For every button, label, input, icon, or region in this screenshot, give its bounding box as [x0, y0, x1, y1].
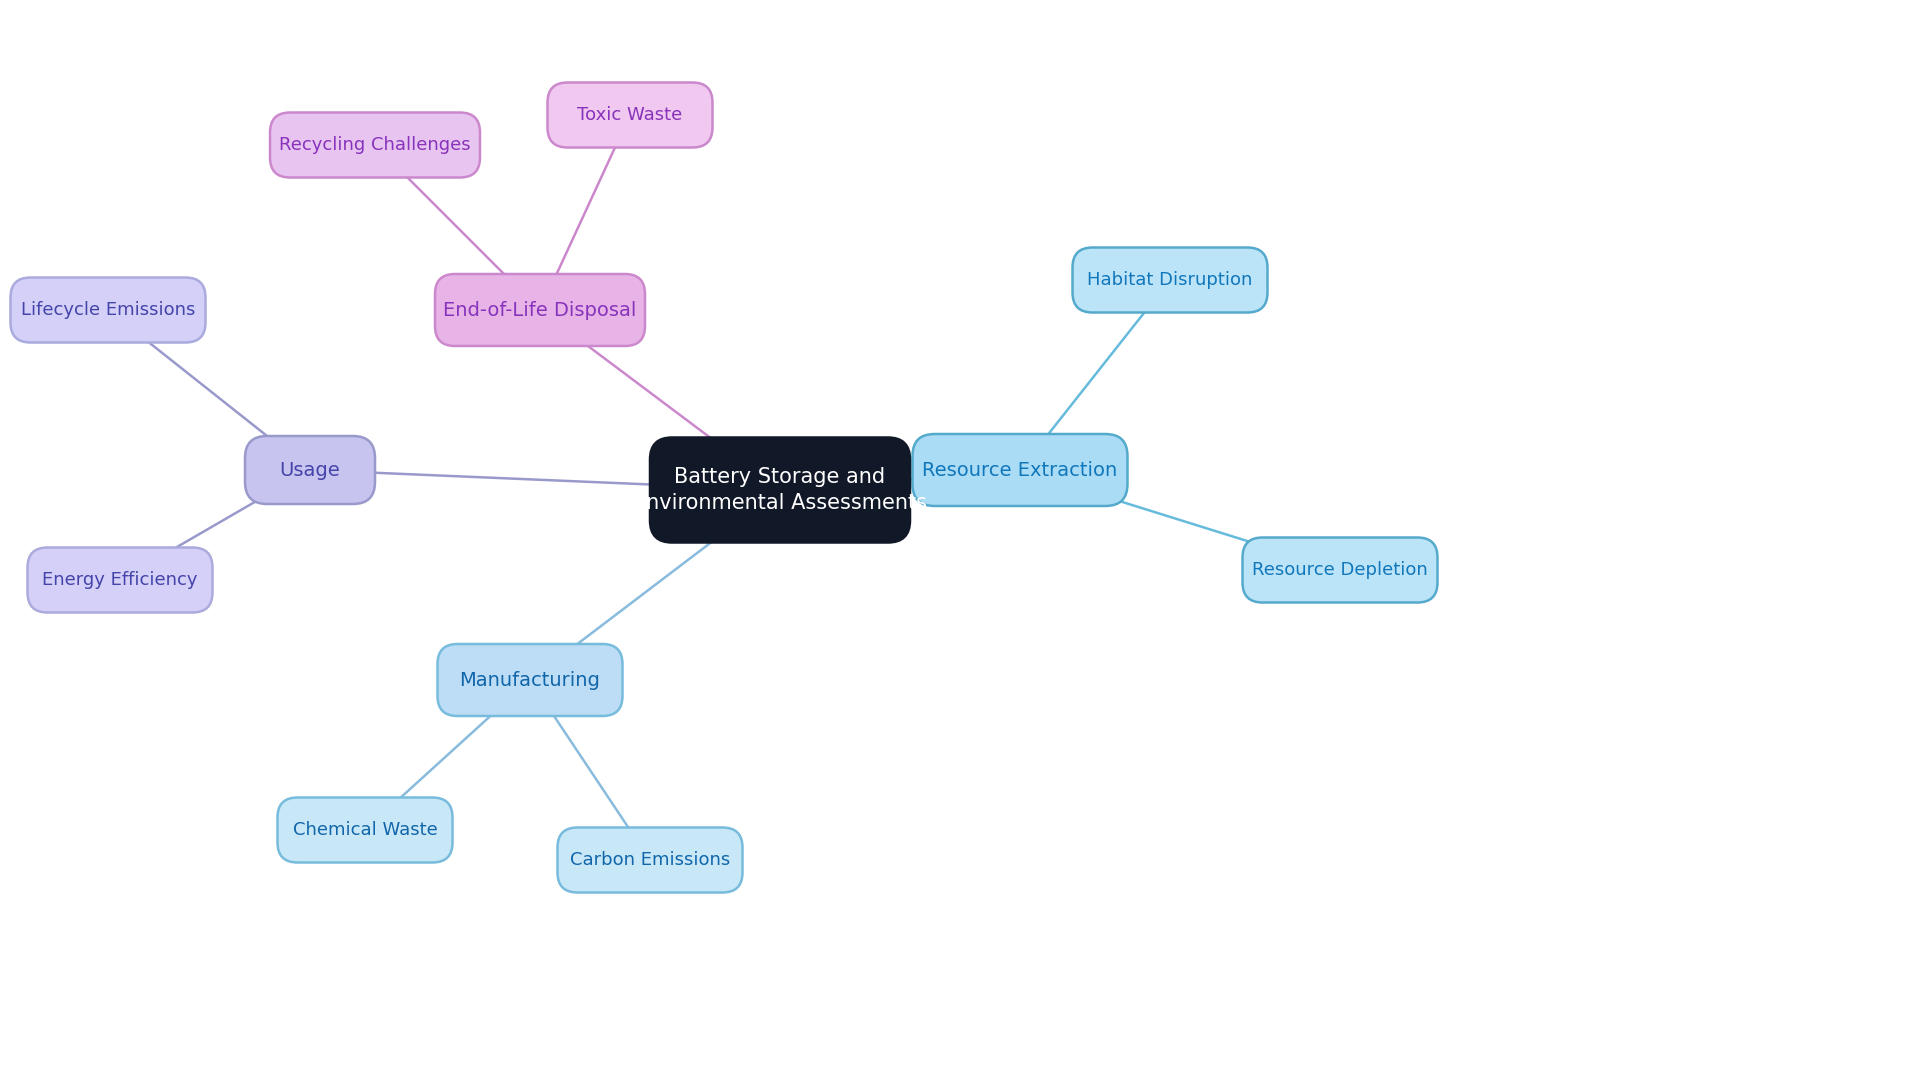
FancyBboxPatch shape [10, 277, 205, 342]
FancyBboxPatch shape [278, 797, 453, 862]
Text: End-of-Life Disposal: End-of-Life Disposal [444, 300, 637, 319]
Text: Chemical Waste: Chemical Waste [292, 821, 438, 839]
FancyBboxPatch shape [438, 644, 622, 716]
Text: Carbon Emissions: Carbon Emissions [570, 851, 730, 869]
FancyBboxPatch shape [912, 434, 1127, 506]
FancyBboxPatch shape [246, 436, 374, 504]
Text: Resource Extraction: Resource Extraction [922, 460, 1117, 480]
FancyBboxPatch shape [557, 827, 743, 892]
Text: Resource Depletion: Resource Depletion [1252, 561, 1428, 579]
Text: Toxic Waste: Toxic Waste [578, 106, 684, 123]
FancyBboxPatch shape [271, 113, 480, 178]
Text: Battery Storage and
Environmental Assessments: Battery Storage and Environmental Assess… [634, 467, 927, 513]
FancyBboxPatch shape [1073, 248, 1267, 313]
FancyBboxPatch shape [651, 438, 910, 543]
Text: Lifecycle Emissions: Lifecycle Emissions [21, 301, 196, 319]
Text: Usage: Usage [280, 460, 340, 480]
Text: Recycling Challenges: Recycling Challenges [278, 136, 470, 154]
Text: Energy Efficiency: Energy Efficiency [42, 571, 198, 589]
FancyBboxPatch shape [1242, 537, 1438, 602]
FancyBboxPatch shape [27, 548, 213, 613]
FancyBboxPatch shape [436, 274, 645, 345]
Text: Habitat Disruption: Habitat Disruption [1087, 271, 1252, 289]
Text: Manufacturing: Manufacturing [459, 670, 601, 690]
FancyBboxPatch shape [547, 82, 712, 147]
